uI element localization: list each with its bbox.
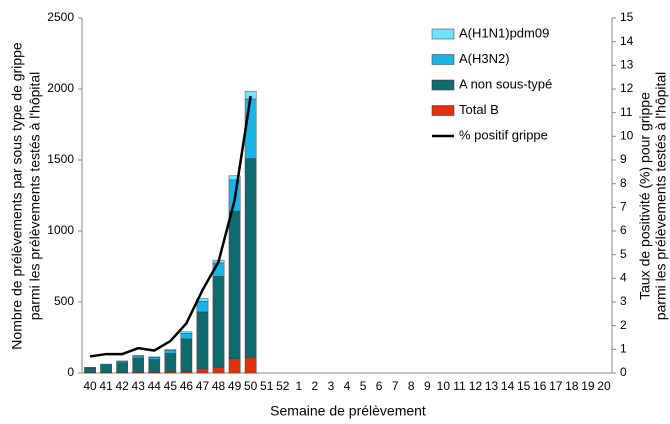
- y-tick-label: 2000: [47, 81, 74, 95]
- x-tick-label: 47: [196, 379, 210, 393]
- x-tick-label: 51: [260, 379, 274, 393]
- y2-axis-title: parmi les prélèvements testés à l'hôpita…: [653, 72, 669, 321]
- bar-segment: [244, 158, 257, 358]
- y2-tick-label: 15: [620, 10, 634, 24]
- bar-segment: [196, 301, 209, 313]
- bar-segment: [196, 368, 209, 374]
- y-tick-label: 500: [54, 294, 74, 308]
- bar-segment: [164, 349, 177, 351]
- y-axis-title: parmi les prélèvements testés à l'hôpita…: [27, 72, 43, 321]
- x-tick-label: 15: [517, 379, 531, 393]
- bar-segment: [196, 311, 209, 369]
- x-tick-label: 14: [501, 379, 515, 393]
- bar-segment: [116, 361, 128, 363]
- legend-swatch: [431, 79, 455, 91]
- bar-segment: [212, 367, 225, 374]
- legend-label: A(H1N1)pdm09: [459, 25, 549, 40]
- bar-segment: [84, 368, 96, 373]
- bar-segment: [244, 357, 257, 374]
- y2-tick-label: 8: [620, 176, 627, 190]
- x-tick-label: 42: [115, 379, 129, 393]
- x-tick-label: 16: [533, 379, 547, 393]
- y2-tick-label: 4: [620, 271, 627, 285]
- x-tick-label: 49: [228, 379, 242, 393]
- x-tick-label: 48: [212, 379, 226, 393]
- x-tick-label: 2: [312, 379, 319, 393]
- bar-segment: [132, 357, 145, 373]
- x-tick-label: 18: [565, 379, 579, 393]
- legend-label: A(H3N2): [459, 51, 510, 66]
- legend-swatch: [431, 105, 455, 116]
- y2-tick-label: 10: [620, 129, 634, 143]
- y2-tick-label: 11: [620, 105, 633, 119]
- bar-segment: [180, 338, 193, 372]
- y-tick-label: 1000: [47, 223, 74, 237]
- y-tick-label: 2500: [47, 10, 74, 24]
- bar-segment: [180, 371, 193, 374]
- x-tick-label: 11: [453, 379, 466, 393]
- y2-tick-label: 3: [620, 294, 627, 308]
- bar-segment: [100, 365, 112, 373]
- bar-segment: [228, 358, 241, 374]
- y-tick-label: 1500: [47, 152, 74, 166]
- y-axis-title: Nombre de prélèvements par sous type de …: [9, 42, 25, 350]
- legend-swatch: [431, 28, 455, 40]
- x-tick-label: 7: [392, 379, 399, 393]
- y2-tick-label: 2: [620, 318, 627, 332]
- x-tick-label: 3: [328, 379, 335, 393]
- x-tick-label: 44: [148, 379, 162, 393]
- legend-label: A non sous-typé: [459, 76, 552, 91]
- bar-segment: [116, 362, 128, 373]
- x-tick-label: 43: [132, 379, 146, 393]
- bar-segment: [228, 210, 241, 359]
- y2-tick-label: 14: [620, 34, 634, 48]
- y2-tick-label: 1: [620, 342, 627, 356]
- x-tick-label: 19: [581, 379, 595, 393]
- x-tick-label: 12: [469, 379, 483, 393]
- bar-segment: [180, 333, 193, 340]
- y2-tick-label: 6: [620, 223, 627, 237]
- x-tick-label: 17: [549, 379, 563, 393]
- x-tick-label: 9: [424, 379, 431, 393]
- line: [89, 95, 252, 358]
- x-axis-title: Semaine de prélèvement: [270, 403, 426, 419]
- bar-segment: [164, 353, 177, 373]
- y2-tick-label: 13: [620, 58, 634, 72]
- x-tick-label: 45: [164, 379, 178, 393]
- y2-tick-label: 12: [620, 81, 634, 95]
- bar-segment: [228, 175, 241, 181]
- x-tick-label: 52: [276, 379, 290, 393]
- y2-axis-title: Taux de positivité (%) pour grippe: [637, 92, 653, 300]
- legend-label: % positif grippe: [459, 127, 548, 142]
- legend-swatch: [431, 54, 455, 65]
- x-tick-label: 46: [180, 379, 194, 393]
- x-tick-label: 20: [597, 379, 611, 393]
- y2-tick-label: 9: [620, 152, 627, 166]
- bar-segment: [148, 357, 161, 360]
- bar-segment: [132, 355, 145, 359]
- x-tick-label: 13: [485, 379, 499, 393]
- x-tick-label: 50: [244, 379, 258, 393]
- y2-tick-label: 7: [620, 200, 627, 214]
- y-tick-label: 0: [67, 365, 74, 379]
- bar-segment: [212, 276, 225, 368]
- bar-segment: [164, 350, 177, 354]
- x-tick-label: 1: [295, 379, 302, 393]
- x-tick-label: 40: [83, 379, 97, 393]
- x-tick-label: 41: [99, 379, 113, 393]
- y2-tick-label: 5: [620, 247, 627, 261]
- x-tick-label: 8: [408, 379, 415, 393]
- bar-segment: [148, 359, 161, 373]
- legend-label: Total B: [459, 102, 499, 117]
- bar-segment: [180, 331, 193, 334]
- x-tick-label: 6: [376, 379, 383, 393]
- x-tick-label: 4: [344, 379, 351, 393]
- x-tick-label: 5: [360, 379, 367, 393]
- y2-tick-label: 0: [620, 365, 627, 379]
- x-tick-label: 10: [437, 379, 451, 393]
